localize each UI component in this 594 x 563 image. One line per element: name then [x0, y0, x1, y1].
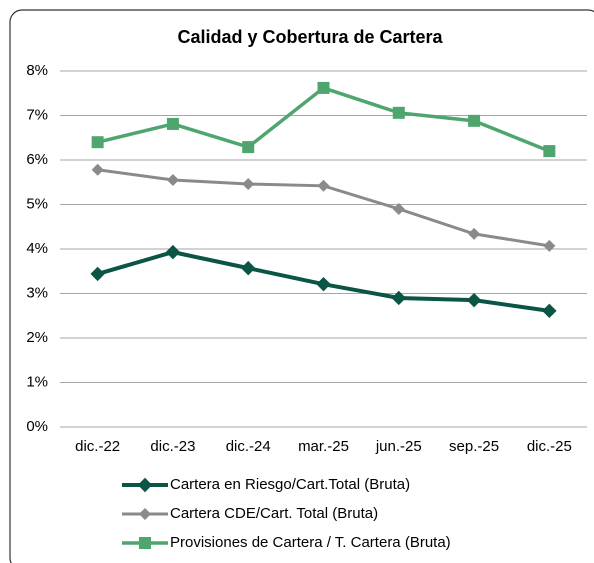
x-tick-label: dic.-23 [150, 438, 195, 455]
data-point [392, 106, 405, 119]
data-point [543, 239, 556, 252]
x-tick-label: dic.-25 [527, 438, 572, 455]
data-point [543, 145, 556, 158]
y-tick-label: 0% [26, 418, 48, 435]
data-point [466, 292, 482, 308]
y-tick-label: 5% [26, 195, 48, 212]
data-point [391, 290, 406, 306]
data-point [241, 260, 256, 276]
x-tick-label: jun.-25 [375, 438, 422, 455]
data-point [468, 114, 481, 127]
legend-label: Provisiones de Cartera / T. Cartera (Bru… [170, 534, 451, 551]
y-tick-label: 1% [26, 373, 48, 390]
data-point [91, 136, 104, 149]
x-tick-label: dic.-22 [75, 438, 120, 455]
chart-title: Calidad y Cobertura de Cartera [177, 27, 443, 47]
data-point [242, 141, 255, 154]
data-point [91, 163, 104, 176]
y-tick-label: 7% [26, 106, 48, 123]
x-tick-label: sep.-25 [449, 438, 499, 455]
data-point [317, 81, 330, 94]
y-tick-label: 3% [26, 284, 48, 301]
data-point [542, 303, 557, 319]
data-point [165, 244, 181, 260]
data-point [468, 227, 481, 240]
data-point [90, 266, 105, 282]
data-point [242, 178, 255, 191]
data-point [317, 179, 330, 192]
chart-frame [9, 9, 594, 563]
y-tick-label: 6% [26, 151, 48, 168]
y-tick-label: 8% [26, 62, 48, 79]
y-tick-label: 2% [26, 329, 48, 346]
legend-marker [139, 537, 151, 549]
y-tick-label: 4% [26, 240, 48, 257]
legend-label: Cartera CDE/Cart. Total (Bruta) [170, 505, 378, 522]
legend-marker [137, 477, 153, 493]
data-point [166, 174, 179, 187]
legend-marker [139, 508, 151, 520]
data-point [392, 202, 405, 215]
data-point [166, 117, 179, 130]
x-tick-label: mar.-25 [298, 438, 349, 455]
x-tick-label: dic.-24 [226, 438, 271, 455]
data-point [316, 276, 331, 292]
legend-label: Cartera en Riesgo/Cart.Total (Bruta) [170, 476, 410, 493]
